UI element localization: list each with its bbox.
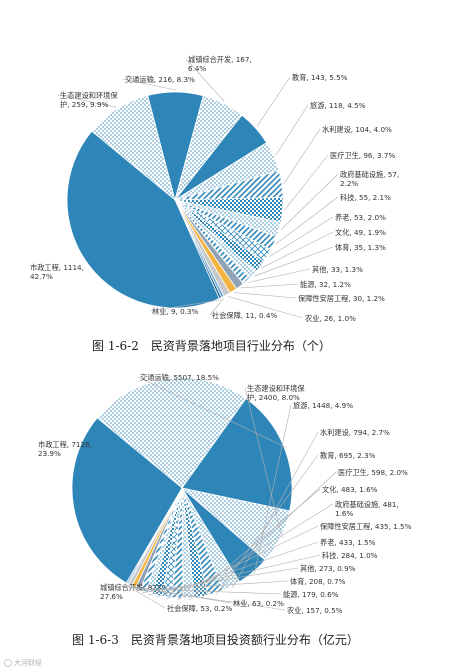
leader-line <box>57 94 116 108</box>
pie-chart-investment: 城镇综合开发, 8222, 27.6%市政工程, 7126, 23.9%交通运输, … <box>38 373 412 615</box>
leader-line <box>132 588 282 595</box>
leader-line <box>149 299 222 312</box>
leader-line <box>241 283 299 289</box>
leader-line <box>261 231 334 269</box>
leader-line <box>275 196 339 245</box>
slice-label: 生态建设和环境保护, 2400, 8.0% <box>247 384 305 402</box>
slice-label: 保障性安居工程, 30, 1.2% <box>298 294 385 303</box>
leader-line <box>122 78 176 91</box>
leader-line <box>126 585 232 604</box>
leader-line <box>280 173 339 231</box>
leader-line <box>283 128 321 184</box>
slice-label: 农业, 157, 0.5% <box>287 606 343 615</box>
caption-figure-1-6-3: 图 1-6-3 民资背景落地项目投资额行业分布（亿元） <box>72 632 359 647</box>
slice-label: 教育, 143, 5.5% <box>292 73 348 82</box>
leader-line <box>129 586 286 611</box>
caption-figure-1-6-2: 图 1-6-2 民资背景落地项目行业分布（个） <box>92 339 331 353</box>
slice-label: 能源, 32, 1.2% <box>300 280 351 289</box>
pie-slice <box>66 130 220 309</box>
slice-label: 养老, 433, 1.5% <box>320 538 376 547</box>
slice-label: 生态建设和环境保护, 259, 9.9% <box>60 91 118 109</box>
slice-label: 旅游, 1448, 4.9% <box>293 401 353 410</box>
slice-label: 水利建设, 104, 4.0% <box>322 125 392 134</box>
slice-label: 社会保障, 11, 0.4% <box>212 311 277 320</box>
slice-label: 养老, 53, 2.0% <box>335 213 386 222</box>
leader-line <box>215 454 319 595</box>
slice-label: 市政工程, 1114, 42.7% <box>30 263 84 281</box>
leader-line <box>227 296 304 319</box>
pie-chart-project-count: 市政工程, 1114, 42.7% 生态建设和环境保护, 259, 9.9% 交通运输… <box>30 55 399 323</box>
slice-label: 其他, 33, 1.3% <box>312 265 363 274</box>
slice-label: 保障性安居工程, 435, 1.5% <box>320 522 412 531</box>
slice-label: 文化, 49, 1.9% <box>335 228 386 237</box>
leader-line <box>247 268 311 283</box>
leader-line <box>254 404 292 574</box>
slice-label: 能源, 179, 0.6% <box>283 590 339 599</box>
leader-line <box>209 298 224 316</box>
leader-line <box>232 431 319 589</box>
slice-label: 政府基础设施, 481, 1.6% <box>335 500 399 518</box>
slice-label: 体育, 208, 0.7% <box>290 577 346 586</box>
slice-label: 交通运输, 216, 8.3% <box>125 75 195 84</box>
slice-label: 社会保障, 53, 0.2% <box>167 604 232 613</box>
slice-label: 医疗卫生, 598, 2.0% <box>338 468 408 477</box>
pie-slice <box>181 397 293 512</box>
leader-line <box>256 76 291 127</box>
leader-line <box>188 488 321 601</box>
slice-label: 林业, 63, 0.2% <box>233 599 284 608</box>
slice-label: 政府基础设施, 57, 2.2% <box>340 170 399 188</box>
leader-line <box>185 58 225 102</box>
slice-label: 水利建设, 794, 2.7% <box>320 428 390 437</box>
leader-line <box>234 292 297 299</box>
slice-label: 科技, 55, 2.1% <box>340 193 391 202</box>
leader-line <box>275 104 309 156</box>
slice-label: 林业, 9, 0.3% <box>152 307 199 316</box>
slice-label: 医疗卫生, 96, 3.7% <box>330 151 395 160</box>
slice-label: 旅游, 118, 4.5% <box>310 101 366 110</box>
weibo-icon <box>4 659 12 667</box>
leader-line <box>177 503 334 601</box>
watermark-text: 大河财经 <box>14 658 42 667</box>
watermark: 大河财经 <box>4 658 42 667</box>
slice-label: 体育, 35, 1.3% <box>335 243 386 252</box>
leader-line <box>125 584 166 609</box>
slice-label: 城镇综合开发, 167, 6.4% <box>188 55 252 73</box>
slice-label: 教育, 695, 2.3% <box>320 451 376 460</box>
slice-label: 文化, 483, 1.6% <box>322 485 378 494</box>
leader-line <box>166 525 319 600</box>
pie-slice <box>71 417 183 584</box>
leader-line <box>269 216 334 257</box>
leader-line <box>254 246 334 277</box>
slice-label: 科技, 284, 1.0% <box>322 551 378 560</box>
slice-label: 交通运输, 5507, 18.5% <box>140 373 219 382</box>
leader-line <box>136 580 289 591</box>
slice-label: 农业, 26, 1.0% <box>305 314 356 323</box>
slice-label: 其他, 273, 0.9% <box>300 564 356 573</box>
slice-label: 市政工程, 7126, 23.9% <box>38 440 92 458</box>
pie-slice <box>96 377 247 489</box>
leader-line <box>137 376 287 448</box>
leader-line <box>284 154 329 211</box>
